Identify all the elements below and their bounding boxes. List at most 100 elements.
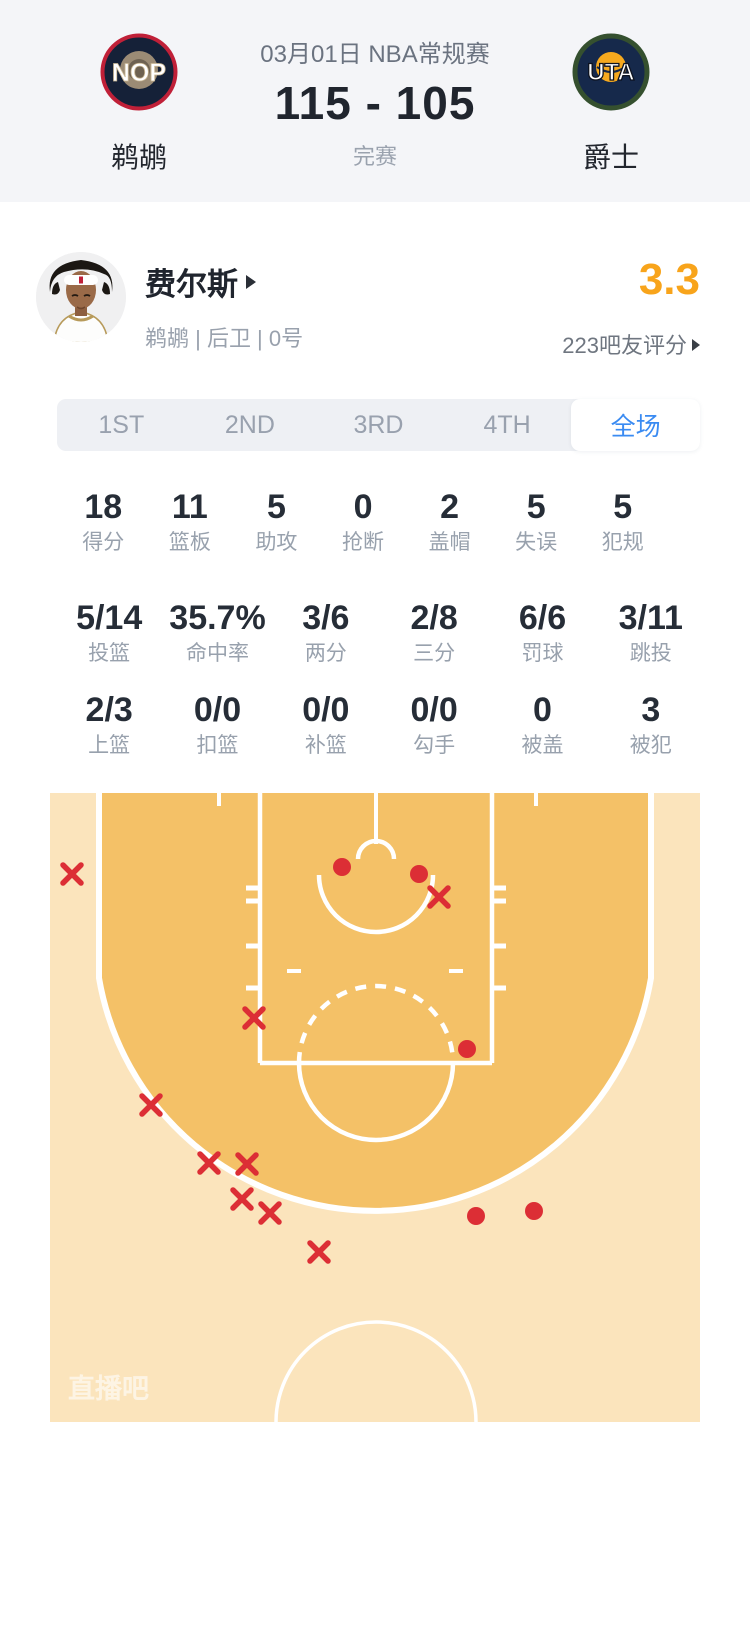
made-shot-dot bbox=[467, 1207, 485, 1225]
three-point-line bbox=[96, 793, 654, 1214]
stat-label: 失误 bbox=[515, 531, 558, 554]
stat-cell: 11 篮板 bbox=[147, 487, 234, 559]
stat-label: 罚球 bbox=[521, 642, 564, 665]
competition-label: 03月01日 NBA常规赛 bbox=[260, 41, 490, 68]
stat-cell: 0 抢断 bbox=[320, 487, 407, 559]
home-team-name: 鹈鹕 bbox=[110, 142, 167, 173]
svg-text:NOP: NOP bbox=[112, 59, 166, 87]
stat-value: 5 bbox=[613, 488, 633, 526]
tab-1st[interactable]: 1ST bbox=[98, 410, 145, 439]
stat-cell: 2 盖帽 bbox=[406, 487, 493, 559]
stat-label: 助攻 bbox=[255, 531, 298, 554]
stat-label: 犯规 bbox=[601, 531, 644, 554]
missed-shot-x bbox=[139, 1093, 163, 1117]
stat-label: 勾手 bbox=[413, 734, 456, 757]
rim-arc bbox=[355, 838, 397, 860]
stat-value: 2/8 bbox=[410, 599, 458, 637]
stat-value: 0/0 bbox=[193, 691, 242, 729]
court-inside-arc-area bbox=[99, 793, 651, 1211]
made-shot-dot bbox=[458, 1040, 476, 1058]
half-court-circle bbox=[274, 1320, 478, 1422]
tab-2nd[interactable]: 2ND bbox=[224, 410, 275, 439]
stat-label: 抢断 bbox=[342, 531, 385, 554]
stat-value: 0/0 bbox=[302, 691, 350, 729]
stat-cell: 5/14 投篮 bbox=[55, 598, 163, 670]
stat-cell: 5 助攻 bbox=[233, 487, 320, 559]
tab-3rd[interactable]: 3RD bbox=[353, 410, 404, 439]
made-shot-dot bbox=[410, 865, 428, 883]
stat-row-shot-types: 2/3 上篮 0/0 扣篮 0/0 补篮 0/0 勾手 0 被盖 3 被犯 bbox=[55, 690, 705, 762]
stat-label: 扣篮 bbox=[196, 734, 239, 757]
stat-cell: 3/6 两分 bbox=[272, 598, 380, 670]
stat-label: 被盖 bbox=[521, 734, 564, 757]
stat-row-main: 18 得分 11 篮板 5 助攻 0 抢断 2 盖帽 5 失误 5 犯规 bbox=[60, 487, 666, 559]
stat-cell: 0 被盖 bbox=[488, 690, 596, 762]
home-team-logo: NOP bbox=[100, 33, 178, 111]
made-shot-dot bbox=[525, 1202, 543, 1220]
restricted-area-arc bbox=[316, 874, 436, 935]
stat-label: 补篮 bbox=[304, 734, 347, 757]
stat-label: 命中率 bbox=[185, 642, 249, 665]
stat-label: 两分 bbox=[304, 642, 347, 665]
stat-cell: 0/0 补篮 bbox=[272, 690, 380, 762]
stat-value: 2 bbox=[440, 488, 460, 526]
stat-cell: 6/6 罚球 bbox=[488, 598, 596, 670]
rating-source-link[interactable]: 223吧友评分 bbox=[562, 328, 700, 360]
chevron-right-icon bbox=[246, 275, 256, 289]
stat-cell: 5 犯规 bbox=[579, 487, 666, 559]
lane-hash-right bbox=[492, 885, 506, 991]
missed-shot-x bbox=[427, 885, 451, 909]
missed-shot-x bbox=[197, 1151, 221, 1175]
missed-shot-x bbox=[242, 1006, 266, 1030]
stat-cell: 3/11 跳投 bbox=[597, 598, 705, 670]
player-rating: 3.3 bbox=[638, 255, 700, 304]
match-status: 完赛 bbox=[352, 144, 397, 169]
player-meta: 鹈鹕 | 后卫 | 0号 bbox=[145, 326, 304, 351]
lane-hash-left bbox=[246, 885, 260, 991]
stat-value: 0 bbox=[353, 488, 373, 526]
stat-label: 盖帽 bbox=[428, 531, 471, 554]
match-header: 03月01日 NBA常规赛 115 - 105 完赛 NOP UTA 鹈鹕 爵士 bbox=[0, 0, 750, 202]
court-watermark: 直播吧 bbox=[68, 1374, 149, 1404]
shot-marks bbox=[60, 858, 543, 1264]
stat-value: 3 bbox=[641, 691, 661, 729]
stat-label: 上篮 bbox=[88, 734, 131, 757]
made-shot-dot bbox=[333, 858, 351, 876]
stat-label: 被犯 bbox=[629, 734, 672, 757]
missed-shot-x bbox=[60, 862, 84, 886]
quarter-tabbar: 1ST 2ND 3RD 4TH 全场 bbox=[57, 399, 700, 451]
stat-value: 3/11 bbox=[618, 599, 683, 637]
match-score: 115 - 105 bbox=[274, 77, 476, 129]
player-name-link[interactable]: 费尔斯 bbox=[145, 263, 256, 302]
missed-shot-x bbox=[235, 1152, 259, 1176]
stat-value: 0/0 bbox=[410, 691, 458, 729]
stat-label: 得分 bbox=[82, 531, 125, 554]
svg-text:UTA: UTA bbox=[587, 59, 635, 86]
baseline-ticks bbox=[217, 793, 538, 806]
shot-chart: 直播吧 bbox=[50, 793, 700, 1422]
free-throw-circle-dashed bbox=[296, 983, 456, 1064]
tab-4th[interactable]: 4TH bbox=[483, 410, 531, 439]
missed-shot-x bbox=[307, 1240, 331, 1264]
player-name: 费尔斯 bbox=[145, 266, 238, 302]
court-lines bbox=[96, 793, 654, 1422]
stat-value: 3/6 bbox=[302, 599, 350, 637]
stat-value: 11 bbox=[171, 488, 208, 526]
stat-value: 6/6 bbox=[518, 599, 567, 637]
stat-cell: 0/0 扣篮 bbox=[163, 690, 271, 762]
stat-cell: 35.7% 命中率 bbox=[163, 598, 271, 670]
missed-shot-x bbox=[258, 1201, 282, 1225]
player-avatar[interactable] bbox=[36, 252, 126, 342]
stat-label: 三分 bbox=[413, 642, 456, 665]
stat-value: 5 bbox=[266, 488, 286, 526]
stat-row-shooting: 5/14 投篮 35.7% 命中率 3/6 两分 2/8 三分 6/6 罚球 3/11 跳投 bbox=[55, 598, 705, 670]
stat-cell: 3 被犯 bbox=[597, 690, 705, 762]
stat-label: 投篮 bbox=[88, 642, 131, 665]
stat-cell: 5 失误 bbox=[493, 487, 580, 559]
stat-label: 跳投 bbox=[629, 642, 672, 665]
chevron-right-icon bbox=[692, 339, 700, 351]
tab-全场[interactable]: 全场 bbox=[571, 399, 700, 451]
stat-cell: 2/3 上篮 bbox=[55, 690, 163, 762]
stat-value: 5 bbox=[526, 488, 546, 526]
stat-cell: 18 得分 bbox=[60, 487, 147, 559]
